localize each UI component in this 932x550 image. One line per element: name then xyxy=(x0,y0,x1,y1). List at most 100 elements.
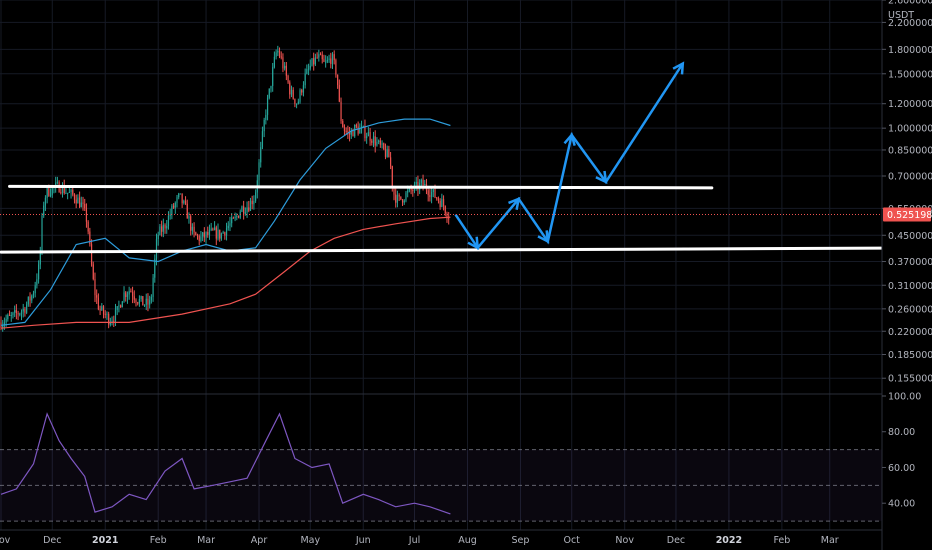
time-axis-label: Mar xyxy=(197,535,215,546)
candle-body xyxy=(111,320,113,323)
candle-body xyxy=(56,181,58,183)
candle-body xyxy=(207,232,209,235)
candle-body xyxy=(437,198,440,201)
candle-body xyxy=(179,193,182,195)
candle-body xyxy=(292,89,294,99)
candle-body xyxy=(236,215,238,217)
price-tick-label: 0.45000000 xyxy=(888,231,932,242)
candle-body xyxy=(63,185,65,194)
candle-body xyxy=(36,279,38,286)
candle-body xyxy=(314,57,317,65)
candle-body xyxy=(439,200,441,207)
candle-body xyxy=(118,305,120,307)
candle-body xyxy=(309,65,311,69)
candle-body xyxy=(152,277,154,297)
candle-body xyxy=(17,313,19,315)
candle-body xyxy=(99,309,101,311)
candle-body xyxy=(261,131,264,148)
candle-body xyxy=(106,313,108,315)
candle-body xyxy=(128,291,130,295)
candle-body xyxy=(420,179,422,183)
last-price-marker: 0.52519817 xyxy=(0,207,932,222)
candle-body xyxy=(222,232,224,234)
candle-body xyxy=(97,297,99,310)
candle-body xyxy=(26,304,28,313)
candle-body xyxy=(96,295,98,298)
candle-body xyxy=(352,130,354,137)
price-tick-label: 0.85000000 xyxy=(888,145,932,156)
candle-body xyxy=(384,149,387,157)
candle-body xyxy=(408,187,410,191)
candle-body xyxy=(273,56,275,68)
candle-body xyxy=(114,309,117,322)
candle-body xyxy=(186,203,188,219)
support-resistance-lines[interactable] xyxy=(0,184,883,254)
candle-body xyxy=(374,136,376,146)
candle-body xyxy=(386,149,388,157)
candle-body xyxy=(319,54,322,56)
projection-arrowhead xyxy=(563,132,576,146)
candle-body xyxy=(79,197,81,208)
candle-body xyxy=(34,285,36,294)
candle-body xyxy=(287,75,289,83)
candle-body xyxy=(154,258,156,278)
candle-body xyxy=(280,56,282,58)
price-tick-label: 0.37000000 xyxy=(888,257,932,268)
candle-body xyxy=(321,54,323,60)
candle-body xyxy=(248,207,250,211)
candle-body xyxy=(278,50,281,57)
candle-body xyxy=(441,199,443,207)
candle-body xyxy=(208,229,211,235)
price-tick-label: 1.80000000 xyxy=(888,45,932,56)
rsi-line xyxy=(0,412,451,515)
candle-body xyxy=(191,226,193,231)
candle-body xyxy=(272,67,274,86)
candle-body xyxy=(161,226,163,232)
candle-body xyxy=(104,313,106,315)
candle-body xyxy=(145,298,147,305)
candle-body xyxy=(432,189,434,193)
candle-body xyxy=(393,187,395,195)
horizontal-level-line[interactable] xyxy=(0,246,883,254)
candle-body xyxy=(401,199,404,203)
time-axis-label: Nov xyxy=(615,535,634,546)
horizontal-level-line[interactable] xyxy=(8,184,714,190)
time-axis-label: 2021 xyxy=(92,535,118,546)
candle-body xyxy=(155,239,158,259)
candle-body xyxy=(427,190,429,196)
time-axis[interactable]: Nov Dec 2021 Feb Mar Apr May Jun Jul Aug Sep Oct Nov… xyxy=(0,529,882,546)
candle-body xyxy=(27,296,29,305)
candle-body xyxy=(410,187,412,191)
candle-body xyxy=(84,203,86,209)
time-axis-label: Nov xyxy=(0,535,11,546)
candle-body xyxy=(131,292,134,297)
candle-body xyxy=(219,229,221,239)
time-axis-label: Mar xyxy=(821,535,839,546)
candle-body xyxy=(263,119,265,132)
candle-body xyxy=(325,61,327,63)
candle-body xyxy=(328,58,330,60)
time-axis-label: Jun xyxy=(355,535,371,546)
candle-body xyxy=(330,58,332,64)
price-tick-label: 0.22000000 xyxy=(888,327,932,338)
candle-body xyxy=(366,136,368,139)
candle-body xyxy=(138,298,141,304)
candle-body xyxy=(169,214,171,216)
candle-body xyxy=(49,194,52,196)
candle-body xyxy=(44,197,47,206)
candle-body xyxy=(270,85,272,89)
candle-body xyxy=(398,195,400,197)
price-tick-label: 0.70000000 xyxy=(888,172,932,183)
candle-body xyxy=(232,217,234,219)
candle-body xyxy=(302,85,305,93)
price-tick-label: 2.60000000 xyxy=(888,0,932,7)
candle-body xyxy=(335,60,337,75)
candle-body xyxy=(389,157,392,167)
candle-body xyxy=(65,193,67,195)
candle-body xyxy=(2,324,4,329)
candle-body xyxy=(299,90,301,102)
projection-drawing[interactable] xyxy=(454,61,685,250)
candle-body xyxy=(5,319,7,323)
candle-body xyxy=(326,59,328,62)
